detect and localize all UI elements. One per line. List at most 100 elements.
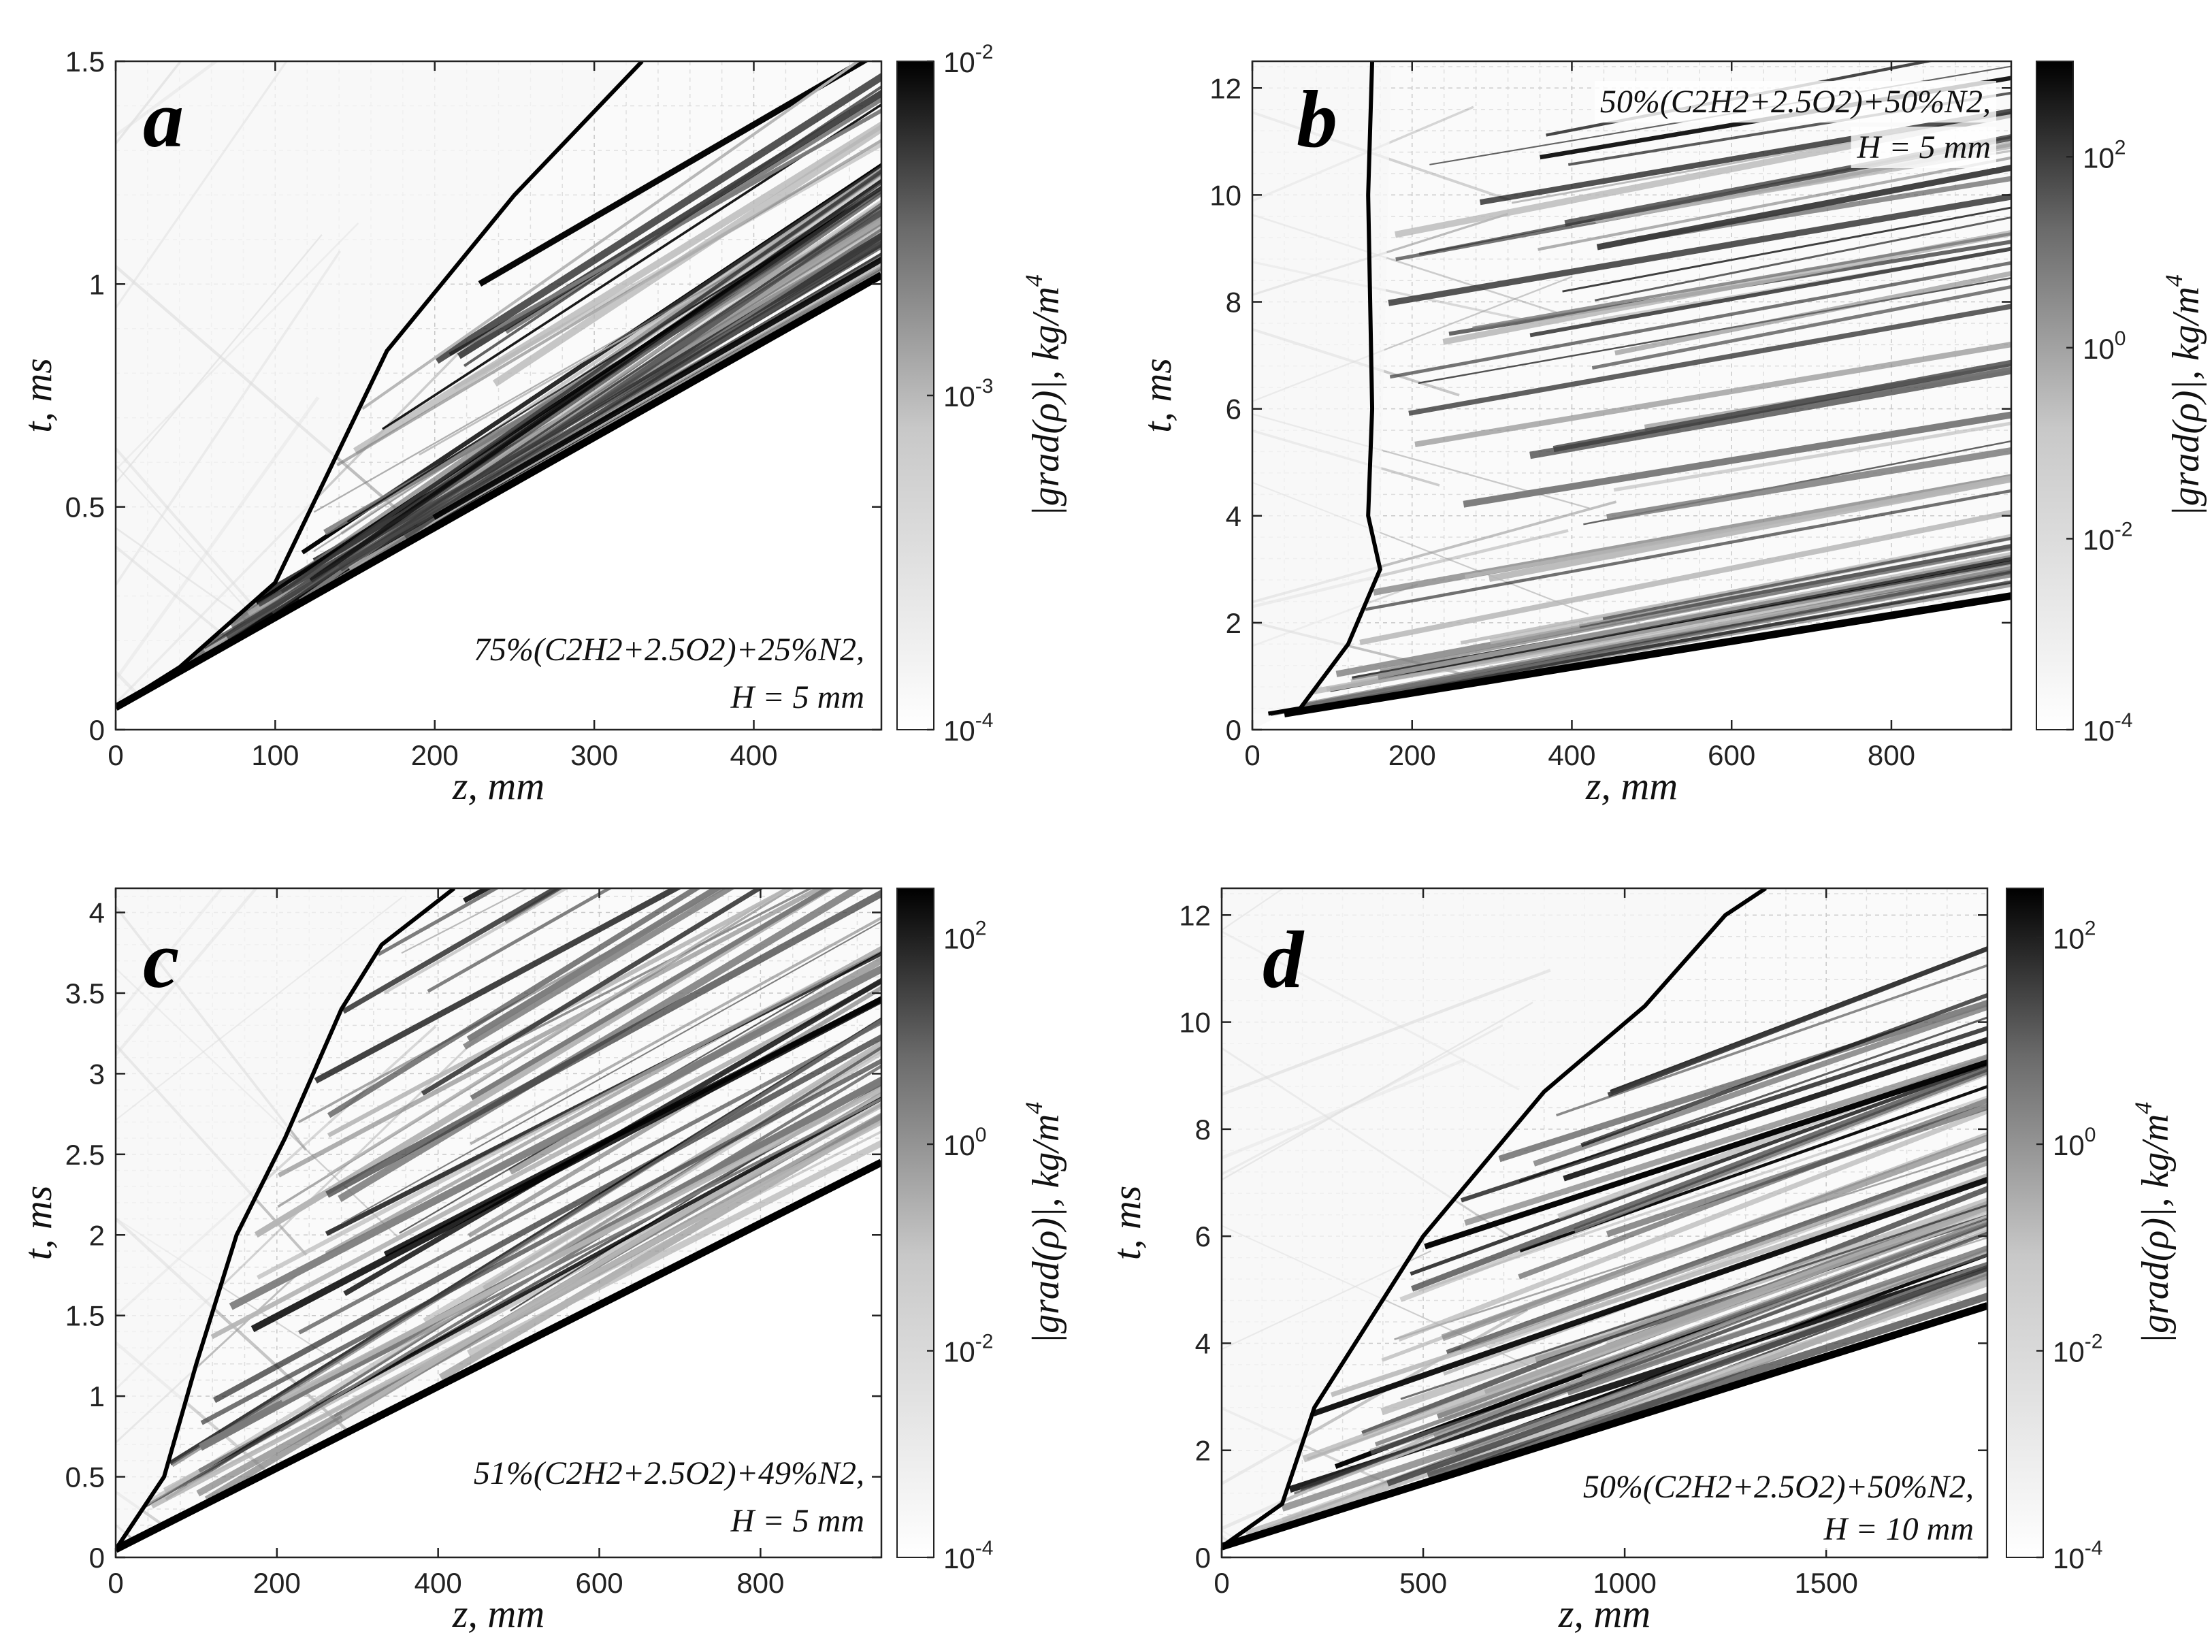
mixture-annotation: H = 5 mm — [1857, 129, 1991, 165]
plot-frame — [114, 60, 883, 731]
colorbar-tick-base: 10 — [2083, 333, 2115, 365]
compression-wave — [214, 1097, 881, 1440]
compression-wave — [1427, 1292, 1987, 1480]
compression-wave — [1380, 1197, 1987, 1416]
compression-wave — [202, 243, 881, 649]
compression-wave — [449, 108, 881, 357]
colorbar-tick-exponent: -2 — [975, 41, 994, 63]
compression-wave — [401, 888, 529, 954]
y-tick-label: 0 — [1226, 714, 1241, 746]
compression-wave — [1389, 261, 2011, 379]
annotation-bg — [1594, 81, 1996, 123]
colorbar-tick-base: 10 — [943, 1129, 975, 1161]
annotation-bg — [468, 1453, 870, 1494]
colorbar-tick-exponent: 2 — [975, 917, 987, 939]
y-axis-label: t, ms — [1135, 358, 1180, 433]
panel-a: 0 100 200 300 400 0 0.5 1 1.5 z, mm t, ms a 75%(C2H2… — [16, 41, 1067, 808]
compression-wave — [1562, 206, 2011, 293]
compression-wave — [313, 187, 881, 513]
compression-wave — [1472, 232, 2011, 330]
compression-wave — [1299, 1231, 1987, 1491]
compression-wave — [1579, 544, 2011, 628]
x-axis-label: z, mm — [1585, 764, 1678, 808]
compression-wave — [1275, 574, 2011, 715]
compression-wave — [1573, 1069, 1987, 1233]
colorbar-label: |grad(ρ)|, kg/m4 — [1020, 1102, 1067, 1344]
compression-wave — [463, 85, 881, 368]
colorbar-tick-label: 102 — [2053, 917, 2096, 954]
colorbar-tick-base: 10 — [2053, 1542, 2085, 1574]
leading-shock-line — [116, 1159, 881, 1553]
mixture-annotation: 50%(C2H2+2.5O2)+50%N2, — [1600, 84, 1991, 120]
compression-wave — [421, 888, 764, 1096]
compression-wave — [327, 888, 788, 1176]
annotation-bg — [1817, 1508, 1979, 1550]
compression-wave — [343, 977, 881, 1297]
undisturbed-region — [116, 275, 881, 730]
flame-front-line — [1222, 888, 1767, 1549]
colorbar-tick-label: 10-4 — [943, 1537, 993, 1574]
compression-wave — [1591, 285, 2011, 370]
y-tick-label: 1.5 — [65, 1300, 105, 1332]
compression-wave — [434, 72, 881, 364]
annotation-bg — [724, 1500, 870, 1542]
x-tick-label: 1500 — [1794, 1567, 1857, 1599]
reflected-wave — [116, 1491, 212, 1557]
x-tick-label: 200 — [253, 1567, 301, 1599]
compression-wave — [280, 1086, 881, 1402]
compression-wave — [377, 888, 500, 956]
y-tick-label: 2.5 — [65, 1139, 105, 1171]
colorbar-tick-label: 100 — [943, 1124, 986, 1161]
compression-wave — [1410, 1065, 1987, 1292]
colorbar-label-superscript: 4 — [2130, 1102, 2157, 1114]
x-tick-label: 500 — [1399, 1567, 1447, 1599]
compression-wave — [1260, 1248, 1987, 1532]
y-tick-label: 0.5 — [65, 1461, 105, 1493]
compression-wave — [1518, 1097, 1987, 1280]
plot-frame — [114, 887, 883, 1559]
compression-wave — [212, 1033, 881, 1404]
compression-wave — [482, 1040, 881, 1291]
compression-wave — [492, 124, 881, 387]
colorbar-label-main: |grad(ρ)|, kg/m — [1025, 287, 1067, 517]
x-tick-label: 800 — [1868, 739, 1915, 771]
compression-wave — [1613, 421, 2011, 492]
colorbar-label-main: |grad(ρ)|, kg/m — [2165, 287, 2207, 517]
compression-wave — [1441, 1134, 1987, 1342]
colorbar-tick-label: 102 — [2083, 136, 2126, 174]
compression-wave — [1244, 1278, 1987, 1538]
y-tick-label: 3.5 — [65, 977, 105, 1009]
colorbar-tick-exponent: 2 — [2085, 917, 2096, 939]
colorbar-tick-label: 10-2 — [2083, 518, 2132, 555]
colorbar-label-superscript: 4 — [1020, 274, 1047, 287]
compression-wave — [1529, 246, 2011, 338]
panel-c: 0 200 400 600 800 0 0.5 1 1.5 2 2.5 3 3.5 4 z, mm t, ms… — [16, 887, 1067, 1636]
colorbar-tick-exponent: 2 — [2115, 136, 2126, 159]
y-tick-label: 12 — [1209, 72, 1241, 104]
colorbar-tick-exponent: 0 — [2115, 327, 2126, 350]
unburnt-region-shade — [1252, 61, 2011, 714]
compression-wave — [470, 888, 834, 1101]
panel-label: b — [1297, 74, 1337, 164]
compression-wave — [1606, 447, 2011, 521]
colorbar-tick-base: 10 — [943, 1335, 975, 1367]
compression-wave — [186, 1130, 881, 1487]
compression-wave — [327, 888, 794, 1137]
x-tick-label: 400 — [414, 1567, 462, 1599]
colorbar-tick-base: 10 — [2053, 922, 2085, 954]
compression-wave — [463, 888, 736, 1050]
y-tick-label: 0 — [89, 714, 105, 746]
compression-wave — [1410, 1063, 1987, 1276]
y-tick-label: 1 — [89, 268, 105, 300]
compression-wave — [466, 888, 723, 1042]
colorbar-label: |grad(ρ)|, kg/m4 — [2130, 1102, 2177, 1344]
y-tick-label: 0 — [1195, 1542, 1211, 1574]
colorbar-tick-label: 100 — [2083, 327, 2126, 365]
x-tick-label: 400 — [730, 739, 777, 771]
compression-wave — [1518, 1016, 1987, 1183]
x-tick-label: 1000 — [1593, 1567, 1656, 1599]
compression-wave — [1563, 1037, 1987, 1182]
compression-wave — [1374, 1221, 1987, 1446]
panel-label: a — [143, 74, 184, 164]
compression-wave — [1380, 546, 2011, 673]
